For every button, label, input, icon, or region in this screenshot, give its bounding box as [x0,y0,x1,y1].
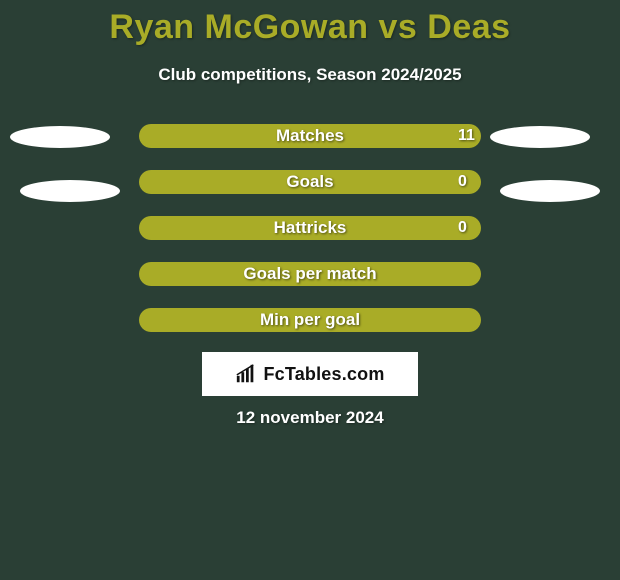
stats-panel: Matches11Goals0Hattricks0Goals per match… [0,120,620,350]
barchart-icon [235,363,257,385]
right-value-blob [500,180,600,202]
page-title: Ryan McGowan vs Deas [0,0,620,47]
date-text: 12 november 2024 [0,408,620,428]
stat-bar [139,216,481,240]
stat-bar [139,262,481,286]
stat-bar [139,308,481,332]
stat-bar [139,170,481,194]
left-value-blob [10,126,110,148]
stat-bar [139,124,481,148]
page-subtitle: Club competitions, Season 2024/2025 [0,47,620,85]
right-value-blob [490,126,590,148]
left-value-blob [20,180,120,202]
logo-box: FcTables.com [202,352,418,396]
stat-row: Goals per match [0,258,620,304]
logo-text: FcTables.com [263,364,384,385]
stat-row: Matches11 [0,120,620,166]
stat-row: Goals0 [0,166,620,212]
stat-row: Hattricks0 [0,212,620,258]
stat-row: Min per goal [0,304,620,350]
